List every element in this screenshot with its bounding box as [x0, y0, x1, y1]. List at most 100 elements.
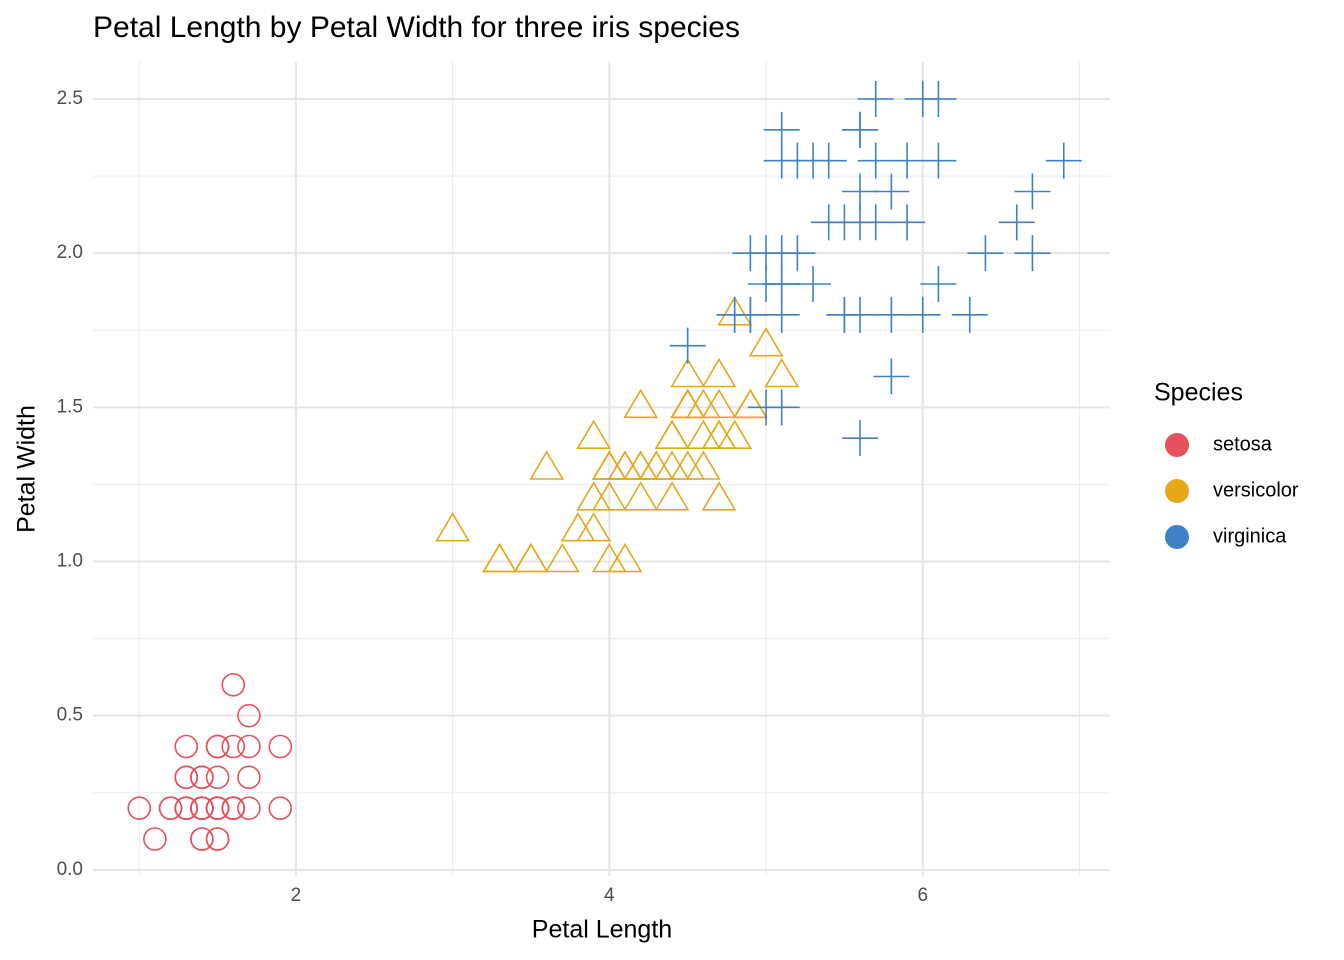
point [701, 419, 737, 449]
point [779, 142, 816, 179]
point [190, 765, 214, 790]
point [842, 111, 879, 148]
point [1014, 173, 1051, 210]
point [732, 388, 768, 419]
point [607, 542, 643, 573]
point [764, 357, 800, 388]
point [873, 296, 910, 333]
point [205, 765, 230, 790]
point [576, 512, 612, 542]
point [638, 450, 674, 480]
point [576, 481, 612, 511]
point [717, 419, 753, 449]
y-axis-label: Petal Width [13, 405, 41, 533]
point [190, 827, 214, 851]
point [701, 481, 737, 511]
point [221, 796, 246, 820]
point [190, 796, 214, 820]
point [143, 827, 167, 851]
point [920, 142, 957, 179]
point [174, 765, 199, 790]
legend-key [1165, 479, 1189, 503]
point [685, 388, 721, 419]
legend-key [1165, 525, 1189, 549]
point [795, 266, 832, 302]
point [685, 419, 721, 449]
point [670, 357, 706, 388]
point [268, 796, 293, 820]
legend-title: Species [1154, 379, 1243, 407]
point [670, 388, 706, 419]
point [654, 419, 690, 449]
point [920, 81, 957, 117]
point [842, 420, 879, 457]
legend-key [1165, 433, 1189, 457]
point [591, 481, 627, 511]
point [763, 389, 800, 426]
point [842, 173, 879, 210]
point [623, 481, 659, 511]
point [998, 204, 1035, 241]
y-tick-label: 0.5 [57, 705, 83, 726]
point [951, 296, 988, 333]
point [701, 419, 737, 449]
point [967, 235, 1004, 272]
point [873, 358, 910, 395]
point [638, 450, 674, 480]
x-tick-label: 2 [291, 885, 302, 906]
point [623, 450, 659, 480]
point [607, 450, 643, 480]
point [607, 450, 643, 480]
point [482, 542, 518, 573]
point [221, 734, 246, 759]
point [920, 266, 957, 302]
y-tick-label: 1.5 [57, 396, 83, 417]
legend-label: versicolor [1213, 479, 1299, 501]
point [623, 450, 659, 480]
point [889, 142, 926, 179]
point [435, 512, 471, 542]
point [857, 142, 894, 179]
legend-label: setosa [1213, 433, 1273, 455]
point [732, 388, 768, 419]
point [237, 703, 261, 728]
x-tick-label: 6 [917, 885, 928, 906]
point [221, 673, 246, 697]
point [174, 734, 199, 759]
point [763, 111, 800, 148]
point [716, 296, 753, 333]
y-tick-label: 1.0 [57, 551, 83, 572]
point [810, 204, 847, 241]
point [701, 388, 737, 419]
point [748, 327, 784, 357]
point [127, 796, 152, 820]
point [670, 388, 706, 419]
point [623, 388, 659, 419]
point [654, 419, 690, 449]
point [685, 450, 721, 480]
point [205, 796, 230, 820]
point [560, 512, 596, 542]
point [904, 296, 941, 333]
point [544, 542, 580, 573]
point [237, 734, 261, 759]
y-tick-label: 2.0 [57, 242, 83, 263]
point [482, 542, 518, 573]
point [873, 173, 910, 210]
point [670, 388, 706, 419]
point [205, 827, 230, 851]
point [268, 734, 293, 759]
point [529, 450, 565, 480]
x-axis-label: Petal Length [532, 916, 672, 944]
point [654, 450, 690, 480]
point [654, 481, 690, 511]
point [810, 142, 847, 179]
point [670, 388, 706, 419]
point [732, 235, 769, 272]
legend-label: virginica [1213, 525, 1287, 547]
point [670, 450, 706, 480]
y-tick-label: 0.0 [57, 859, 83, 880]
point [513, 542, 549, 573]
point [748, 266, 785, 302]
